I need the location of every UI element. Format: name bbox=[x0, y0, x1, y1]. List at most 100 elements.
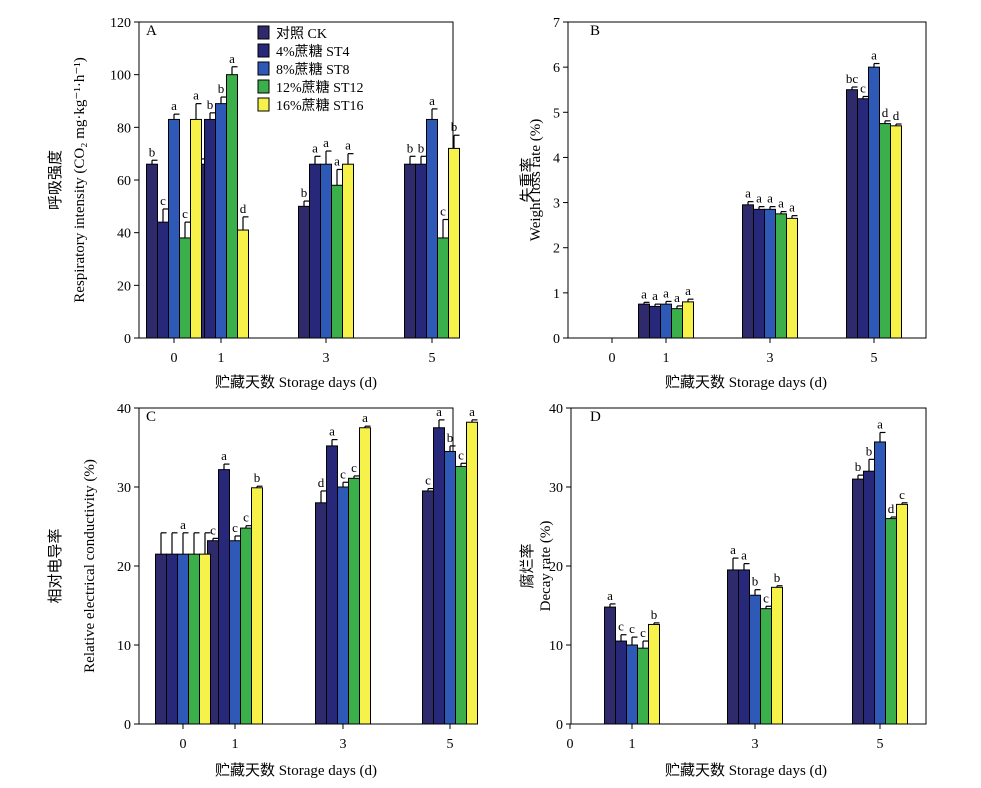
bar-st12 bbox=[331, 184, 343, 339]
x-tick-label: 0 bbox=[180, 737, 187, 752]
x-axis-label: 贮藏天数 Storage days (d) bbox=[215, 762, 377, 779]
significance-letter: b bbox=[451, 119, 458, 134]
bar-st16 bbox=[237, 229, 249, 339]
bar-st4 bbox=[204, 118, 216, 339]
y-tick-label: 120 bbox=[110, 16, 131, 31]
significance-letter: b bbox=[418, 140, 425, 155]
bar-ck bbox=[846, 89, 858, 339]
significance-letter: a bbox=[685, 283, 691, 298]
bar-st4 bbox=[326, 445, 338, 725]
y-tick-label: 0 bbox=[556, 718, 563, 733]
significance-letter: a bbox=[469, 404, 475, 419]
y-axis-label-cn: 呼吸强度 bbox=[47, 150, 64, 210]
bar-st4 bbox=[857, 98, 869, 339]
bar-st4 bbox=[415, 163, 427, 339]
bar-st4 bbox=[218, 469, 230, 725]
significance-letter: c bbox=[640, 625, 646, 640]
bar-st16 bbox=[771, 586, 783, 725]
significance-letter: d bbox=[318, 475, 325, 490]
legend-swatch-st4 bbox=[257, 43, 270, 58]
significance-letter: a bbox=[171, 98, 177, 113]
x-tick-label: 0 bbox=[171, 351, 178, 366]
bar-ck bbox=[315, 502, 327, 725]
y-tick-label: 80 bbox=[117, 121, 131, 136]
legend-label: 对照 CK bbox=[276, 26, 327, 42]
bar-st4 bbox=[157, 221, 169, 339]
y-tick-label: 40 bbox=[117, 227, 131, 242]
x-tick-label: 3 bbox=[767, 351, 774, 366]
legend: 对照 CK 4%蔗糖 ST4 8%蔗糖 ST8 12%蔗糖 ST12 16%蔗糖 ST1… bbox=[257, 25, 364, 114]
y-tick-label: 0 bbox=[553, 332, 560, 347]
bar-st4 bbox=[863, 470, 875, 725]
x-tick-label: 1 bbox=[663, 351, 670, 366]
significance-letter: a bbox=[193, 88, 199, 103]
bar-st12 bbox=[775, 213, 787, 339]
x-tick-label: 1 bbox=[629, 737, 636, 752]
significance-letter: a bbox=[745, 186, 751, 201]
legend-swatch-st8 bbox=[257, 61, 270, 76]
bar-st12 bbox=[348, 477, 360, 725]
bar-st4 bbox=[753, 208, 765, 339]
legend-label: 16%蔗糖 ST16 bbox=[276, 98, 364, 114]
bar-st8 bbox=[337, 486, 349, 725]
y-tick-label: 30 bbox=[117, 481, 131, 496]
bar-st16 bbox=[448, 147, 460, 339]
significance-letter: c bbox=[243, 510, 249, 525]
significance-letter: c bbox=[629, 621, 635, 636]
significance-letter: c bbox=[440, 204, 446, 219]
bar-st8 bbox=[229, 540, 241, 725]
significance-letter: a bbox=[789, 200, 795, 215]
significance-letter: bc bbox=[846, 71, 859, 86]
y-tick-label: 3 bbox=[553, 197, 560, 212]
significance-letter: a bbox=[312, 140, 318, 155]
panel-label: A bbox=[146, 23, 157, 39]
bar-st8 bbox=[320, 163, 332, 339]
significance-letter: a bbox=[221, 448, 227, 463]
y-tick-label: 2 bbox=[553, 242, 560, 257]
y-axis-label-en: Respiratory intensity (CO₂ mg·kg⁻¹·h⁻¹) bbox=[72, 57, 88, 302]
significance-letter: c bbox=[425, 473, 431, 488]
significance-letter: a bbox=[767, 191, 773, 206]
bar-st8 bbox=[874, 441, 886, 725]
bar-st8 bbox=[168, 118, 180, 339]
significance-letter: a bbox=[756, 191, 762, 206]
bar-st12 bbox=[179, 237, 191, 339]
y-tick-label: 10 bbox=[549, 639, 563, 654]
y-tick-label: 20 bbox=[117, 560, 131, 575]
significance-letter: b bbox=[254, 470, 261, 485]
panel-label: B bbox=[590, 23, 600, 39]
bar-st8 bbox=[444, 450, 456, 725]
y-tick-label: 60 bbox=[117, 174, 131, 189]
bar-ck bbox=[155, 553, 167, 725]
panel-label: C bbox=[146, 409, 156, 425]
significance-letter: a bbox=[334, 153, 340, 168]
significance-letter: a bbox=[674, 290, 680, 305]
x-tick-label: 0 bbox=[609, 351, 616, 366]
x-tick-label: 3 bbox=[340, 737, 347, 752]
y-tick-label: 5 bbox=[553, 106, 560, 121]
bar-st16 bbox=[786, 217, 798, 339]
bar-st4 bbox=[738, 569, 750, 725]
significance-letter: c bbox=[340, 466, 346, 481]
x-tick-label: 1 bbox=[218, 351, 225, 366]
bar-ck bbox=[727, 569, 739, 725]
bar-st8 bbox=[660, 303, 672, 339]
significance-letter: b bbox=[651, 607, 658, 622]
significance-letter: a bbox=[329, 424, 335, 439]
significance-letter: c bbox=[458, 447, 464, 462]
bar-ck bbox=[742, 204, 754, 339]
y-tick-label: 20 bbox=[549, 560, 563, 575]
significance-letter: b bbox=[447, 430, 454, 445]
significance-letter: a bbox=[663, 285, 669, 300]
bar-st4 bbox=[166, 553, 178, 725]
x-tick-label: 1 bbox=[232, 737, 239, 752]
significance-letter: a bbox=[229, 51, 235, 66]
bar-st8 bbox=[749, 594, 761, 725]
significance-letter: a bbox=[345, 138, 351, 153]
significance-letter: d bbox=[882, 105, 889, 120]
significance-letter: c bbox=[860, 80, 866, 95]
bar-st16 bbox=[466, 421, 478, 725]
bar-st16 bbox=[359, 427, 371, 725]
